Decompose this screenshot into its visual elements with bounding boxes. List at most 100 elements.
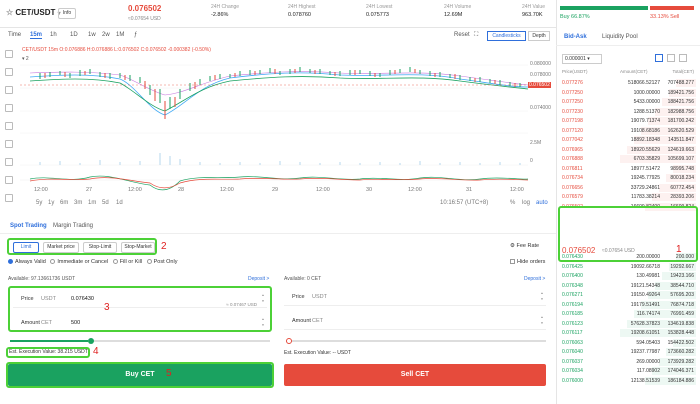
ask-row[interactable]: 0.076811 18977.51472 98995.748 <box>560 164 696 173</box>
percent-toggle[interactable]: % <box>510 200 516 206</box>
sell-amount-stepper[interactable]: ▲ ▼ <box>540 315 544 325</box>
brush-icon[interactable] <box>5 104 13 112</box>
info-button[interactable]: Info <box>58 8 76 19</box>
price-chart[interactable]: CET/USDT 15m O:0.076886 H:0.076886 L:0.0… <box>20 45 529 195</box>
trendline-icon[interactable] <box>5 68 13 76</box>
tab-bid-ask[interactable]: Bid-Ask <box>564 34 587 40</box>
sell-amount-field[interactable]: Amount CET ▲ ▼ <box>284 312 546 330</box>
interval-15m[interactable]: 15m <box>30 32 43 39</box>
slider-handle[interactable] <box>88 338 94 344</box>
bid-row[interactable]: 0.076194 19179.51491 76874.718 <box>560 300 696 309</box>
sell-button[interactable]: Sell CET <box>284 364 546 386</box>
bid-row[interactable]: 0.076040 19237.77987 173660.282 <box>560 348 696 356</box>
sell-percent-slider[interactable] <box>286 338 546 344</box>
order-type-stop-market[interactable]: Stop-Market <box>121 242 155 253</box>
ask-row[interactable]: 0.077198 19079.71374 181700.242 <box>560 117 696 125</box>
buy-price-field[interactable]: Price USDT 0.076430 ≈ 0.07467 USD ▲ ▼ <box>13 290 267 308</box>
amount-stepper[interactable]: ▲ ▼ <box>261 317 265 327</box>
interval-2w[interactable]: 2w <box>102 32 110 38</box>
star-icon[interactable]: ☆ <box>6 8 14 17</box>
pair-selector[interactable]: ☆ CET/USDT ▾ <box>6 8 61 17</box>
interval-1h[interactable]: 1h <box>50 32 57 38</box>
order-type-market[interactable]: Market price <box>43 242 79 253</box>
ask-row[interactable]: 0.076579 11783.38214 28393.206 <box>560 193 696 201</box>
auto-toggle[interactable]: auto <box>536 200 548 206</box>
view-asks-icon[interactable] <box>679 54 687 62</box>
tab-liquidity-pool[interactable]: Liquidity Pool <box>602 34 638 40</box>
measure-icon[interactable] <box>5 158 13 166</box>
buy-percent-slider[interactable] <box>10 338 270 344</box>
ask-row[interactable]: 0.076888 6703.35829 105699.107 <box>560 155 696 163</box>
bid-row[interactable]: 0.076037 269.00000 173929.282 <box>560 357 696 366</box>
time-toggle[interactable]: Time <box>8 32 22 38</box>
tif-post-only[interactable]: Post Only <box>146 259 177 265</box>
view-bids-icon[interactable] <box>667 54 675 62</box>
pattern-icon[interactable] <box>5 140 13 148</box>
bid-row[interactable]: 0.076185 116.74174 76991.459 <box>560 310 696 318</box>
range-6m[interactable]: 6m <box>60 200 69 206</box>
interval-1w[interactable]: 1w <box>88 32 96 38</box>
fee-rate-link[interactable]: ⚙ Fee Rate <box>510 243 539 249</box>
price-stepper[interactable]: ▲ ▼ <box>261 293 265 303</box>
ask-row[interactable]: 0.076734 19245.77925 80018.234 <box>560 174 696 182</box>
ask-row[interactable]: 0.076965 18920.55629 124619.663 <box>560 145 696 154</box>
ask-row[interactable]: 0.077042 18892.18348 143511.847 <box>560 136 696 144</box>
indicators-icon[interactable]: ƒ <box>134 32 138 38</box>
sell-deposit-link[interactable]: Deposit > <box>524 276 546 282</box>
decimal-select[interactable]: 0.000001 ▾ <box>562 54 602 64</box>
interval-1d[interactable]: 1D <box>70 32 78 38</box>
sell-price-field[interactable]: Price USDT ▲ ▼ <box>284 288 546 306</box>
slider-handle[interactable] <box>286 338 292 344</box>
ask-row[interactable]: 0.077230 1288.51370 182988.756 <box>560 107 696 116</box>
buy-deposit-link[interactable]: Deposit > <box>248 276 270 282</box>
ask-row[interactable]: 0.077250 5433.00000 188421.756 <box>560 98 696 106</box>
ask-row[interactable]: 0.077120 19108.68186 162620.529 <box>560 126 696 135</box>
ask-row[interactable]: 0.077250 1000.00000 189421.756 <box>560 88 696 97</box>
range-1m[interactable]: 1m <box>88 200 97 206</box>
buy-button[interactable]: Buy CET <box>8 364 272 386</box>
reset-button[interactable]: Reset <box>454 32 470 38</box>
buy-amount-input[interactable]: 500 <box>71 320 81 326</box>
range-3m[interactable]: 3m <box>74 200 83 206</box>
tab-spot-trading[interactable]: Spot Trading <box>10 223 47 229</box>
log-toggle[interactable]: log <box>522 200 531 206</box>
candlesticks-button[interactable]: Candlesticks <box>487 31 526 41</box>
x-tick: 12:00 <box>220 187 234 193</box>
fullscreen-icon[interactable]: ⛶ <box>474 32 479 38</box>
bid-row[interactable]: 0.076271 19150.49264 57695.203 <box>560 291 696 299</box>
tab-margin-trading[interactable]: Margin Trading <box>53 223 94 229</box>
ask-row[interactable]: 0.077276 518066.52127 707488.277 <box>560 79 696 87</box>
zoom-icon[interactable] <box>5 176 13 184</box>
bid-row[interactable]: 0.076117 19208.61051 153828.448 <box>560 329 696 337</box>
bid-row[interactable]: 0.076400 130.49981 19423.166 <box>560 272 696 280</box>
hide-orders-checkbox[interactable]: Hide orders <box>510 259 545 265</box>
text-icon[interactable] <box>5 122 13 130</box>
bid-row[interactable]: 0.076034 117.08902 174046.371 <box>560 367 696 375</box>
bid-row[interactable]: 0.076348 19121.54348 38544.710 <box>560 281 696 290</box>
price-axis[interactable]: 0.080000 0.078000 0.076502 0.074000 2.5M… <box>528 45 556 195</box>
buy-price-input[interactable]: 0.076430 <box>71 296 94 302</box>
view-both-icon[interactable] <box>655 54 663 62</box>
crosshair-icon[interactable] <box>5 50 13 58</box>
bid-row[interactable]: 0.076123 57628.37823 134619.838 <box>560 319 696 328</box>
bid-row[interactable]: 0.076425 19092.66718 19292.667 <box>560 262 696 271</box>
fib-icon[interactable] <box>5 86 13 94</box>
bid-row[interactable]: 0.076063 594.05403 154422.502 <box>560 338 696 347</box>
range-1y[interactable]: 1y <box>48 200 55 206</box>
ruler-icon[interactable] <box>5 194 13 202</box>
sell-price-stepper[interactable]: ▲ ▼ <box>540 291 544 301</box>
tif-fok[interactable]: Fill or Kill <box>112 259 142 265</box>
tif-ioc[interactable]: Immediate or Cancel <box>50 259 108 265</box>
interval-1m[interactable]: 1M <box>116 32 125 38</box>
range-1d[interactable]: 1d <box>116 200 123 206</box>
order-type-stop-limit[interactable]: Stop-Limit <box>83 242 117 253</box>
bid-row[interactable]: 0.076000 12138.51539 186184.886 <box>560 376 696 385</box>
range-5y[interactable]: 5y <box>36 200 43 206</box>
ask-row[interactable]: 0.076656 33729.24861 60772.454 <box>560 183 696 192</box>
tif-always-valid[interactable]: Always Valid <box>8 259 46 265</box>
depth-button[interactable]: Depth <box>528 31 550 41</box>
buy-amount-field[interactable]: Amount CET 500 ▲ ▼ <box>13 314 267 332</box>
bid-row[interactable]: 0.076430 200.00000 200.000 <box>560 253 696 261</box>
range-5d[interactable]: 5d <box>102 200 109 206</box>
order-type-limit[interactable]: Limit <box>13 242 39 253</box>
